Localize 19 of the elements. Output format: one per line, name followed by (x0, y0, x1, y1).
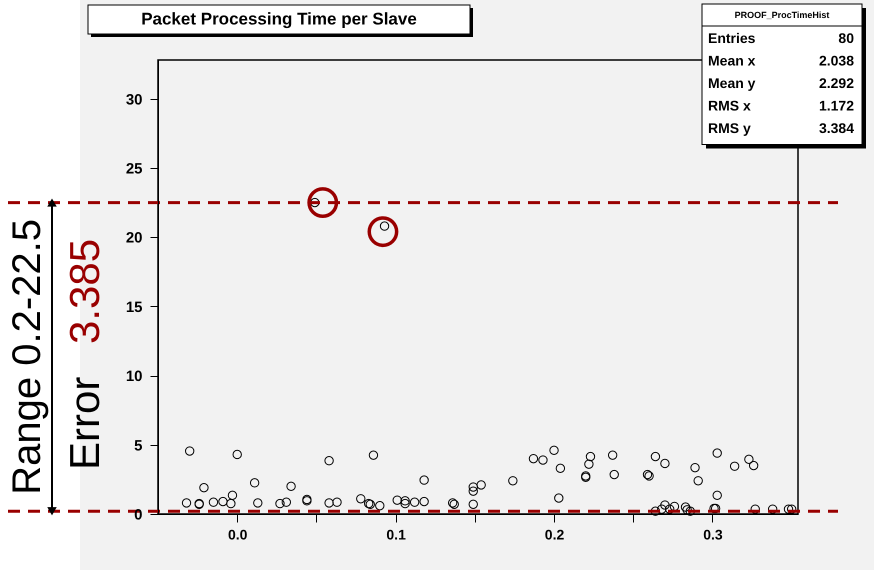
y-tick-label: 10 (126, 368, 142, 386)
text: Entries 80 (708, 30, 854, 46)
text: PROOF_ProcTimeHist (734, 10, 830, 20)
y-tick-label: 20 (126, 230, 142, 247)
y-tick-label: 5 (134, 437, 142, 454)
text: RMS y 3.384 (708, 120, 854, 136)
y-tick-label: 25 (126, 160, 142, 178)
y-tick-label: 30 (126, 91, 142, 108)
chart-title: Packet Processing Time per Slave (141, 10, 417, 28)
text: RMS x 1.172 (708, 98, 854, 114)
x-tick-label: 0.0 (228, 526, 248, 542)
y-tick-label: 15 (126, 298, 142, 316)
x-tick-label: 0.2 (544, 526, 564, 542)
text: Range 0.2-22.5 (5, 219, 49, 495)
x-tick-label: 0.1 (386, 526, 406, 542)
x-tick-label: 0.3 (703, 526, 723, 542)
text: Mean y 2.292 (708, 75, 854, 91)
text: Mean x 2.038 (708, 52, 854, 68)
text: Error 3.385 (61, 238, 108, 470)
